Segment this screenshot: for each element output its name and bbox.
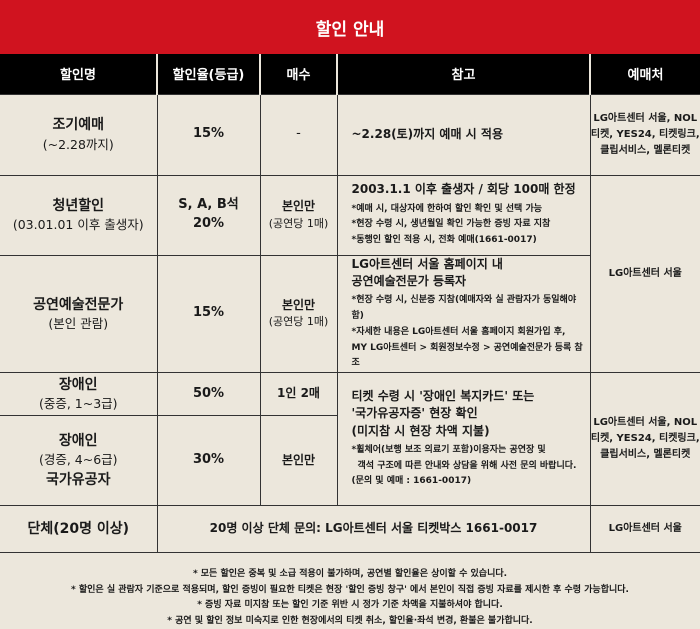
discount-sub: (~2.28까지) [42,136,114,152]
discount-sub: (경증, 4~6급) [38,452,118,468]
header-name: 할인명 [0,54,157,94]
table-header: 할인명 할인율(등급) 매수 참고 예매처 [0,54,700,94]
discount-name: 공연예술전문가 [33,296,124,313]
discount-name: 청년할인 [52,197,105,214]
table-row: 장애인 (경증, 4~6급) 국가유공자 30% 본인만 [0,415,700,507]
discount-rate: S, A, B석 [178,197,239,213]
qty: 본인만 [281,199,316,214]
ref-note: MY LG아트센터 > 회원정보수정 > 공연예술전문가 등록 참조 [351,342,583,369]
discount-sub: (03.01.01 이후 출생자) [12,217,144,233]
discount-rate: 15% [156,93,261,176]
ref-note: *현장 수령 시, 신분증 지참(예매자와 실 관람자가 동일해야 함) [351,295,577,322]
table-row: 단체(20명 이상) 20명 이상 단체 문의: LG아트센터 서울 티켓박스 … [0,505,700,554]
discount-name: 장애인 [58,376,98,393]
ref-note: *자세한 내용은 LG아트센터 서울 홈페이지 회원가입 후, [351,326,566,337]
note: * 할인은 실 관람자 기준으로 적용되며, 할인 증빙이 필요한 티켓은 현장… [71,584,629,595]
discount-name: 조기예매 [52,117,105,134]
qty: - [259,93,338,176]
note: * 모든 할인은 중복 및 소급 적용이 불가하며, 공연별 할인율은 상이할 … [192,569,508,580]
note: * 공연 및 할인 정보 미숙지로 인한 현장에서의 티켓 취소, 할인율·좌석… [167,615,533,626]
ref-main: '국가유공자증' 현장 확인 [351,406,478,421]
ref-main: ~2.28(토)까지 예매 시 적용 [351,126,504,141]
table-row: 청년할인 (03.01.01 이후 출생자) S, A, B석 20% 본인만 (공연… [0,174,700,374]
discount-rate-value: 20% [192,216,225,231]
qty-sub: (공연당 1매) [268,315,329,329]
ref-main: 티켓 수령 시 '장애인 복지카드' 또는 [351,388,535,403]
ref-main: 20명 이상 단체 문의: LG아트센터 서울 티켓박스 1661-0017 [156,505,591,554]
table-row: 조기예매 (~2.28까지) 15% - ~2.28(토)까지 예매 시 적용 L… [0,93,700,176]
seller: LG아트센터 서울 [589,505,700,554]
note: * 증빙 자료 미지참 또는 할인 기준 위반 시 정가 기준 차액을 지불하셔… [197,600,503,611]
page-title: 할인 안내 [0,0,700,54]
ref-main: LG아트센터 서울 홈페이지 내 [351,256,503,271]
seller: LG아트센터 서울 [589,174,700,374]
ref-note: *동행인 할인 적용 시, 전화 예매(1661-0017) [351,235,537,246]
discount-rate: 15% [156,254,261,374]
ref-note: *예매 시, 대상자에 한하여 할인 확인 및 선택 가능 [351,203,543,214]
qty: 1인 2매 [259,372,338,417]
discount-table: 할인명 할인율(등급) 매수 참고 예매처 조기예매 (~2.28까지) 15% … [0,54,700,554]
ref-main: (미지참 시 현장 차액 지불) [351,423,490,438]
ref-note: (문의 및 예매 : 1661-0017) [351,476,472,487]
discount-name: 단체(20명 이상) [0,505,158,554]
ref-note: 객석 구조에 따른 안내와 상담을 위해 사전 문의 바랍니다. [357,460,577,471]
discount-sub: (본인 관람) [48,315,109,331]
table-row: 공연예술전문가 (본인 관람) 15% 본인만 (공연당 1매) LG아트센터 서울… [0,254,700,374]
qty-sub: (공연당 1매) [268,216,329,230]
header-rate: 할인율(등급) [156,54,260,94]
qty: 본인만 [259,415,337,507]
discount-rate: 50% [156,372,261,417]
table-row: 장애인 (중증, 1~3급) 50% 1인 2매 티켓 수령 시 '장애인 복지카… [0,372,700,507]
ref-main: 2003.1.1 이후 출생자 / 회당 100매 한정 [351,182,576,197]
discount-sub: (중증, 1~3급) [38,396,118,412]
discount-rate: 30% [156,415,261,507]
ref-note: *현장 수령 시, 생년월일 확인 가능한 증빙 자료 지참 [351,219,551,230]
seller: LG아트센터 서울, NOL 티켓, YES24, 티켓링크, 클립서비스, 멜… [589,372,700,507]
ref-main: 공연예술전문가 등록자 [351,273,467,288]
header-qty: 매수 [259,54,337,94]
seller: LG아트센터 서울, NOL 티켓, YES24, 티켓링크, 클립서비스, 멜… [589,93,700,176]
discount-name: 장애인 [58,433,98,450]
header-seller: 예매처 [589,54,700,94]
qty: 본인만 [281,298,316,313]
discount-name: 국가유공자 [46,471,111,488]
header-ref: 참고 [336,54,590,94]
notes: * 모든 할인은 중복 및 소급 적용이 불가하며, 공연별 할인율은 상이할 … [0,553,700,629]
ref-note: *휠체어(보행 보조 의료기 포함)이용자는 공연장 및 [351,444,546,455]
